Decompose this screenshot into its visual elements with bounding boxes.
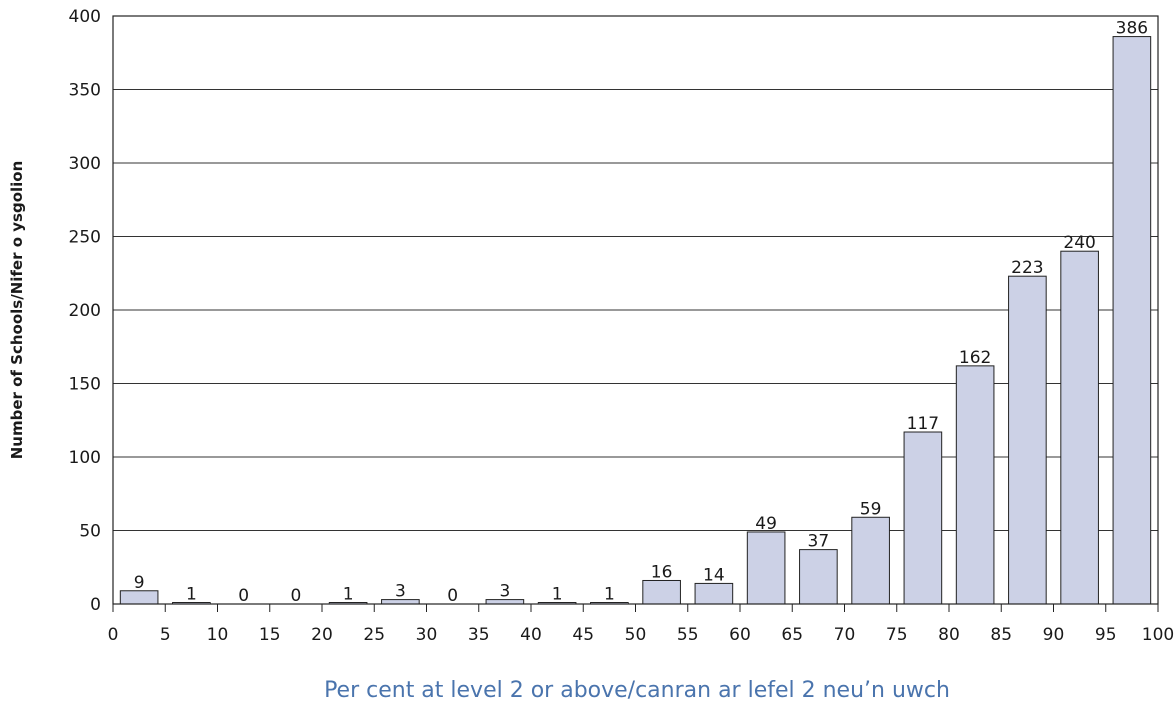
x-tick-label: 25 — [363, 625, 385, 645]
y-tick-label: 250 — [69, 228, 101, 248]
bar-value-label: 386 — [1116, 19, 1148, 39]
y-axis-ticks: 0 50 100 150 200 250 300 350 400 — [69, 7, 101, 615]
bar-value-label: 1 — [343, 585, 354, 605]
bar-value-label: 1 — [604, 585, 615, 605]
bar — [1008, 275, 1047, 605]
bar-value-labels: 9 1 0 0 1 3 0 3 1 1 16 14 49 37 59 117 162 223 240 386 — [134, 19, 1148, 606]
y-tick-label: 0 — [90, 595, 101, 615]
x-tick-label: 0 — [108, 625, 119, 645]
bars — [119, 36, 1152, 605]
bar — [955, 365, 995, 605]
x-tick-label: 70 — [834, 625, 856, 645]
bar — [903, 431, 943, 605]
x-tick-label: 100 — [1142, 625, 1174, 645]
bar-value-label: 1 — [552, 585, 563, 605]
bar-value-label: 0 — [290, 586, 301, 606]
x-tick-label: 90 — [1043, 625, 1065, 645]
x-tick-label: 85 — [990, 625, 1012, 645]
bar — [746, 531, 786, 605]
y-tick-label: 50 — [79, 522, 101, 542]
bar-value-label: 14 — [703, 565, 725, 585]
x-axis-ticks: 0 5 10 15 20 25 30 35 40 45 50 55 60 65 70 75 80 85 90 95 10… — [108, 604, 1174, 645]
x-tick-label: 45 — [572, 625, 594, 645]
x-tick-label: 95 — [1095, 625, 1117, 645]
bar-value-label: 16 — [651, 562, 673, 582]
bar-value-label: 223 — [1011, 258, 1043, 278]
bar-value-label: 37 — [808, 532, 830, 552]
bar-value-label: 1 — [186, 585, 197, 605]
bar-value-label: 117 — [907, 414, 939, 434]
bar-value-label: 3 — [395, 582, 406, 602]
x-tick-label: 10 — [207, 625, 229, 645]
grid-lines — [113, 89, 1158, 531]
y-tick-label: 200 — [69, 301, 101, 321]
bar-value-label: 162 — [959, 348, 991, 368]
bar — [642, 579, 681, 605]
x-tick-label: 65 — [781, 625, 803, 645]
x-tick-label: 40 — [520, 625, 542, 645]
y-tick-label: 150 — [69, 375, 101, 395]
x-axis-label: Per cent at level 2 or above/canran ar l… — [324, 678, 950, 703]
x-tick-label: 5 — [160, 625, 171, 645]
bar-value-label: 0 — [447, 586, 458, 606]
x-tick-label: 80 — [938, 625, 960, 645]
bar-value-label: 9 — [134, 573, 145, 593]
x-tick-label: 35 — [468, 625, 490, 645]
bar — [851, 516, 890, 605]
x-tick-label: 15 — [259, 625, 281, 645]
bar-value-label: 49 — [755, 514, 777, 534]
bar — [799, 549, 838, 605]
bar-value-label: 3 — [499, 582, 510, 602]
x-tick-label: 50 — [625, 625, 647, 645]
y-tick-label: 400 — [69, 7, 101, 27]
x-tick-label: 75 — [886, 625, 908, 645]
bar-value-label: 59 — [860, 499, 882, 519]
bar — [694, 582, 734, 605]
bar — [1112, 36, 1152, 605]
x-tick-label: 55 — [677, 625, 699, 645]
bar-value-label: 240 — [1063, 233, 1095, 253]
bar-value-label: 0 — [238, 586, 249, 606]
x-tick-label: 20 — [311, 625, 333, 645]
x-tick-label: 60 — [729, 625, 751, 645]
y-tick-label: 100 — [69, 448, 101, 468]
y-tick-label: 350 — [69, 81, 101, 101]
x-tick-label: 30 — [416, 625, 438, 645]
y-tick-label: 300 — [69, 154, 101, 174]
bar — [1060, 250, 1099, 605]
y-axis-label: Number of Schools/Nifer o ysgolion — [8, 161, 26, 460]
